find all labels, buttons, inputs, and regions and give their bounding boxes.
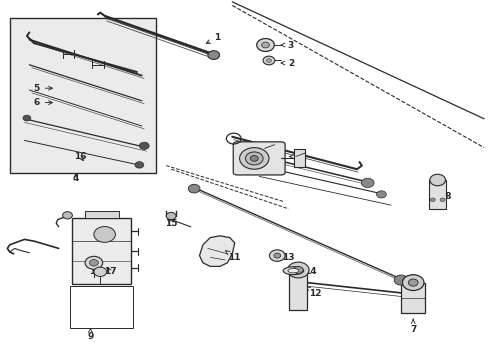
Text: 14: 14 [298,267,316,276]
Text: 5: 5 [34,84,52,93]
Circle shape [166,212,176,220]
Bar [70,286,133,328]
Circle shape [139,142,149,149]
Bar [400,283,425,313]
Circle shape [263,56,274,65]
Circle shape [407,279,417,286]
Circle shape [269,250,285,261]
Bar [428,180,446,209]
Circle shape [393,275,407,285]
Circle shape [293,266,303,274]
Bar [10,18,156,173]
Ellipse shape [283,267,303,275]
Circle shape [94,226,115,242]
FancyBboxPatch shape [233,142,285,175]
Circle shape [376,191,386,198]
Circle shape [89,260,98,266]
Circle shape [85,256,102,269]
Bar [289,270,306,310]
Text: 10: 10 [88,262,102,276]
Text: 8: 8 [289,152,301,161]
Circle shape [287,262,308,278]
Circle shape [23,115,31,121]
Circle shape [250,156,258,161]
Text: 1: 1 [206,33,220,43]
Text: 12: 12 [305,287,321,298]
Circle shape [239,148,268,169]
Text: 16: 16 [74,152,87,161]
Circle shape [188,184,200,193]
Circle shape [361,178,373,188]
Text: 18: 18 [438,192,450,201]
Circle shape [135,162,143,168]
Circle shape [273,253,280,258]
Circle shape [402,275,423,291]
Text: 2: 2 [281,58,293,68]
Text: 6: 6 [34,98,52,107]
Text: 15: 15 [164,219,177,228]
Polygon shape [199,236,234,266]
Circle shape [245,152,263,165]
Text: 11: 11 [225,251,241,262]
Text: 9: 9 [87,329,94,341]
Circle shape [439,198,444,202]
Text: 13: 13 [276,253,294,262]
Circle shape [94,267,106,276]
Text: 4: 4 [72,174,79,183]
Circle shape [256,39,274,51]
Text: 7: 7 [409,319,416,334]
Bar [72,218,131,284]
Ellipse shape [287,269,298,273]
Circle shape [261,42,269,48]
Circle shape [207,51,219,59]
Circle shape [62,212,72,219]
Bar [294,149,305,167]
Text: 3: 3 [281,40,293,49]
Circle shape [429,174,445,186]
Circle shape [266,59,271,62]
Text: 17: 17 [103,267,116,276]
Bar [84,211,119,218]
Circle shape [429,198,434,202]
